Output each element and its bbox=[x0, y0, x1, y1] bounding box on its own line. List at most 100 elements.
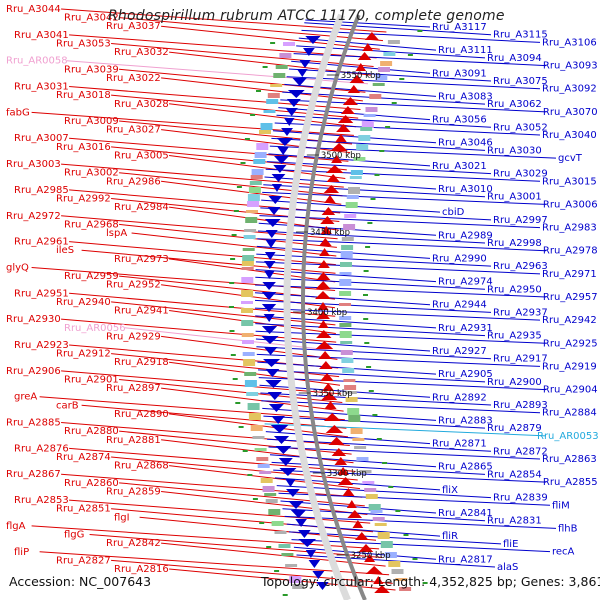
forward-gene-label[interactable]: Rru_A2868 bbox=[114, 461, 169, 472]
reverse-gene-label[interactable]: Rru_A3111 bbox=[438, 45, 493, 56]
reverse-gene-label[interactable]: Rru_A3015 bbox=[542, 176, 597, 187]
reverse-gene-label[interactable]: Rru_A2884 bbox=[542, 408, 597, 419]
reverse-gene-label[interactable]: Rru_A2983 bbox=[542, 223, 597, 234]
forward-gene-label[interactable]: Rru_A2985 bbox=[14, 185, 69, 196]
forward-gene-label[interactable]: Rru_A3028 bbox=[114, 99, 169, 110]
reverse-gene-label[interactable]: Rru_A2879 bbox=[487, 423, 542, 434]
reverse-gene-label[interactable]: Rru_A3030 bbox=[487, 145, 542, 156]
forward-gene-label[interactable]: Rru_A2986 bbox=[106, 176, 161, 187]
forward-gene-label[interactable]: Rru_A2952 bbox=[106, 280, 161, 291]
reverse-gene-label[interactable]: Rru_A3106 bbox=[542, 37, 597, 48]
reverse-gene-label[interactable]: Rru_A3040 bbox=[542, 130, 597, 141]
reverse-gene-label[interactable]: Rru_AR0053 bbox=[537, 431, 599, 442]
forward-gene-label[interactable]: Rru_A2881 bbox=[106, 435, 161, 446]
reverse-gene-label[interactable]: Rru_A2831 bbox=[487, 516, 542, 527]
reverse-gene-label[interactable]: Rru_A2892 bbox=[432, 392, 487, 403]
reverse-gene-label[interactable]: Rru_A2997 bbox=[493, 215, 548, 226]
reverse-gene-label[interactable]: Rru_A2978 bbox=[543, 246, 598, 257]
forward-gene-label[interactable]: flgG bbox=[64, 530, 84, 541]
reverse-gene-label[interactable]: Rru_A2905 bbox=[438, 369, 493, 380]
forward-gene-label[interactable]: Rru_A3032 bbox=[114, 47, 169, 58]
reverse-gene-label[interactable]: Rru_A2931 bbox=[438, 323, 493, 334]
reverse-gene-label[interactable]: recA bbox=[552, 547, 575, 558]
reverse-gene-label[interactable]: Rru_A2927 bbox=[432, 346, 487, 357]
reverse-gene-label[interactable]: alaS bbox=[497, 562, 518, 573]
reverse-gene-label[interactable]: Rru_A2904 bbox=[543, 385, 598, 396]
reverse-gene-label[interactable]: cbiD bbox=[442, 207, 465, 218]
forward-gene-label[interactable]: Rru_A2912 bbox=[56, 349, 111, 360]
forward-gene-label[interactable]: Rru_A3005 bbox=[114, 150, 169, 161]
forward-gene-label[interactable]: flgA bbox=[6, 521, 26, 532]
forward-gene-label[interactable]: greA bbox=[14, 392, 37, 403]
forward-gene-label[interactable]: Rru_A2973 bbox=[114, 254, 169, 265]
reverse-gene-label[interactable]: Rru_A3001 bbox=[487, 192, 542, 203]
forward-gene-label[interactable]: Rru_A2867 bbox=[6, 469, 61, 480]
forward-gene-label[interactable]: Rru_A2853 bbox=[14, 495, 69, 506]
reverse-gene-label[interactable]: fliX bbox=[442, 485, 458, 496]
forward-gene-label[interactable]: fliP bbox=[14, 547, 29, 558]
forward-gene-label[interactable]: Rru_A3031 bbox=[14, 82, 69, 93]
forward-gene-label[interactable]: Rru_A2851 bbox=[56, 504, 111, 515]
reverse-gene-label[interactable]: Rru_A2865 bbox=[438, 462, 493, 473]
reverse-gene-label[interactable]: Rru_A3010 bbox=[438, 184, 493, 195]
reverse-gene-label[interactable]: Rru_A2989 bbox=[438, 230, 493, 241]
reverse-gene-label[interactable]: Rru_A2883 bbox=[438, 415, 493, 426]
forward-gene-label[interactable]: Rru_A2880 bbox=[64, 426, 119, 437]
forward-gene-label[interactable]: Rru_A2941 bbox=[114, 306, 169, 317]
reverse-gene-label[interactable]: Rru_A3117 bbox=[432, 22, 487, 33]
reverse-gene-label[interactable]: Rru_A2963 bbox=[493, 261, 548, 272]
forward-gene-label[interactable]: Rru_A2901 bbox=[64, 374, 119, 385]
forward-gene-label[interactable]: Rru_A2876 bbox=[14, 443, 69, 454]
forward-gene-label[interactable]: flgI bbox=[114, 512, 130, 523]
reverse-gene-label[interactable]: Rru_A3092 bbox=[542, 84, 597, 95]
reverse-gene-label[interactable]: Rru_A3062 bbox=[487, 99, 542, 110]
forward-gene-label[interactable]: Rru_A3022 bbox=[106, 73, 161, 84]
reverse-gene-label[interactable]: Rru_A2942 bbox=[542, 315, 597, 326]
forward-gene-label[interactable]: Rru_A3009 bbox=[64, 116, 119, 127]
reverse-gene-label[interactable]: fliE bbox=[503, 539, 518, 550]
forward-gene-label[interactable]: Rru_A2951 bbox=[14, 288, 69, 299]
forward-gene-label[interactable]: Rru_A2827 bbox=[56, 555, 111, 566]
forward-gene-label[interactable]: Rru_A2968 bbox=[64, 219, 119, 230]
reverse-gene-label[interactable]: Rru_A2855 bbox=[543, 477, 598, 488]
reverse-gene-label[interactable]: Rru_A3094 bbox=[487, 53, 542, 64]
forward-gene-label[interactable]: Rru_A2992 bbox=[56, 194, 111, 205]
forward-gene-label[interactable]: Rru_A2972 bbox=[6, 211, 61, 222]
reverse-gene-label[interactable]: flhB bbox=[558, 523, 578, 534]
forward-gene-label[interactable]: Rru_A2923 bbox=[14, 340, 69, 351]
reverse-gene-label[interactable]: Rru_A2925 bbox=[543, 338, 598, 349]
reverse-gene-label[interactable]: Rru_A2950 bbox=[487, 284, 542, 295]
reverse-gene-label[interactable]: Rru_A2854 bbox=[487, 469, 542, 480]
reverse-gene-label[interactable]: Rru_A2990 bbox=[432, 253, 487, 264]
reverse-gene-label[interactable]: Rru_A2944 bbox=[432, 300, 487, 311]
reverse-gene-label[interactable]: Rru_A2998 bbox=[487, 238, 542, 249]
reverse-gene-label[interactable]: Rru_A2839 bbox=[493, 493, 548, 504]
forward-gene-label[interactable]: Rru_A2859 bbox=[106, 486, 161, 497]
reverse-gene-label[interactable]: gcvT bbox=[558, 153, 583, 164]
forward-gene-label[interactable]: Rru_A2860 bbox=[64, 478, 119, 489]
forward-gene-label[interactable]: ileS bbox=[56, 245, 74, 256]
reverse-gene-label[interactable]: Rru_A3046 bbox=[438, 138, 493, 149]
reverse-gene-label[interactable]: Rru_A3056 bbox=[432, 115, 487, 126]
reverse-gene-label[interactable]: Rru_A2974 bbox=[438, 277, 493, 288]
forward-gene-label[interactable]: Rru_A3044 bbox=[6, 4, 61, 15]
forward-gene-label[interactable]: Rru_A2890 bbox=[114, 409, 169, 420]
forward-gene-label[interactable]: Rru_A3041 bbox=[14, 30, 69, 41]
reverse-gene-label[interactable]: Rru_A2871 bbox=[432, 439, 487, 450]
reverse-gene-label[interactable]: Rru_A3052 bbox=[493, 122, 548, 133]
forward-gene-label[interactable]: Rru_AR0056 bbox=[64, 323, 126, 334]
forward-gene-label[interactable]: Rru_A2984 bbox=[114, 202, 169, 213]
forward-gene-label[interactable]: Rru_A2842 bbox=[106, 538, 161, 549]
forward-gene-label[interactable]: Rru_A3016 bbox=[56, 142, 111, 153]
reverse-gene-label[interactable]: Rru_A2893 bbox=[493, 400, 548, 411]
forward-gene-label[interactable]: Rru_A3042 bbox=[64, 13, 119, 24]
reverse-gene-label[interactable]: Rru_A2917 bbox=[493, 354, 548, 365]
forward-gene-label[interactable]: Rru_A2959 bbox=[64, 271, 119, 282]
reverse-gene-label[interactable]: Rru_A3093 bbox=[543, 61, 598, 72]
reverse-gene-label[interactable]: Rru_A2900 bbox=[487, 377, 542, 388]
reverse-gene-label[interactable]: Rru_A2863 bbox=[542, 454, 597, 465]
forward-gene-label[interactable]: Rru_A3018 bbox=[56, 90, 111, 101]
reverse-gene-label[interactable]: fliR bbox=[442, 531, 458, 542]
reverse-gene-label[interactable]: Rru_A2817 bbox=[438, 554, 493, 565]
reverse-gene-label[interactable]: Rru_A3021 bbox=[432, 161, 487, 172]
